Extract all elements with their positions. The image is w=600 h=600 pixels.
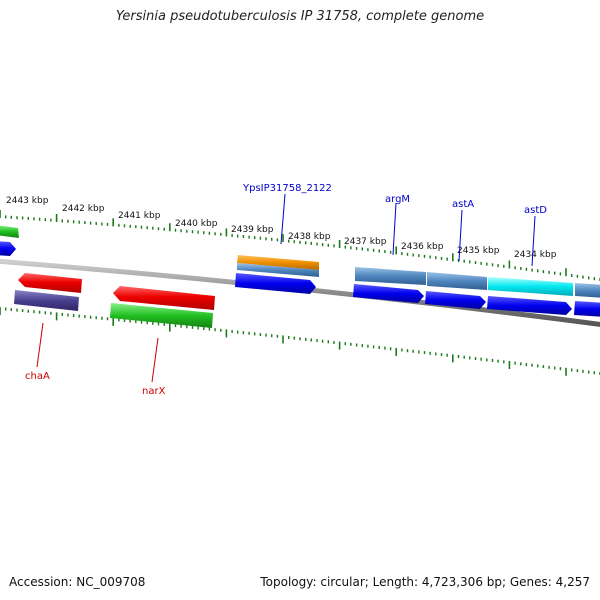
ruler-label-2443: 2443 kbp <box>6 196 49 206</box>
ruler-label-2436: 2436 kbp <box>401 242 444 252</box>
ruler-label-2438: 2438 kbp <box>288 232 331 242</box>
forward-strand-inner <box>0 241 600 317</box>
forward-strand-outer <box>0 225 600 298</box>
ruler-label-2440: 2440 kbp <box>175 219 218 229</box>
gene-feature[interactable] <box>488 277 573 296</box>
ruler-label-2435: 2435 kbp <box>457 246 500 256</box>
label-leaders <box>36 193 536 383</box>
gene-feature[interactable] <box>14 290 79 311</box>
gene-feature[interactable] <box>355 267 426 285</box>
gene-label-narx[interactable]: narX <box>142 386 166 397</box>
ruler-label-2434: 2434 kbp <box>514 250 557 260</box>
gene-feature[interactable] <box>574 301 600 317</box>
gene-feature[interactable] <box>0 225 19 238</box>
ruler-label-2439: 2439 kbp <box>231 225 274 235</box>
gene-label-argm[interactable]: argM <box>385 194 410 205</box>
gene-feature[interactable] <box>425 291 486 309</box>
gene-label-ypsip31758-2122[interactable]: YpsIP31758_2122 <box>242 183 332 194</box>
genome-summary-text: Topology: circular; Length: 4,723,306 bp… <box>260 575 590 589</box>
ruler-label-2442: 2442 kbp <box>62 204 105 214</box>
gene-label-asta[interactable]: astA <box>452 199 474 210</box>
ruler-labels: 2443 kbp 2442 kbp 2441 kbp 2440 kbp 2439… <box>6 196 557 260</box>
gene-label-astd[interactable]: astD <box>524 205 547 216</box>
gene-labels: YpsIP31758_2122 argM astA astD chaA narX <box>25 183 547 397</box>
gene-feature[interactable] <box>113 286 215 310</box>
gene-feature[interactable] <box>235 273 316 294</box>
gene-feature[interactable] <box>0 241 16 256</box>
inner-ruler <box>0 307 600 376</box>
ruler-label-2437: 2437 kbp <box>344 237 387 247</box>
accession-text: Accession: NC_009708 <box>9 575 146 589</box>
gene-feature[interactable] <box>237 255 319 270</box>
gene-feature[interactable] <box>427 272 487 290</box>
gene-label-chaa[interactable]: chaA <box>25 371 50 382</box>
reverse-strand <box>14 273 215 328</box>
gene-feature[interactable] <box>237 263 319 277</box>
genome-title: Yersinia pseudotuberculosis IP 31758, co… <box>115 9 485 24</box>
gene-feature[interactable] <box>575 283 600 298</box>
gene-feature[interactable] <box>353 284 424 303</box>
gene-feature[interactable] <box>18 273 82 293</box>
ruler-label-2441: 2441 kbp <box>118 211 161 221</box>
gene-feature[interactable] <box>487 296 572 315</box>
gene-feature[interactable] <box>110 303 213 328</box>
outer-ruler <box>0 210 600 281</box>
